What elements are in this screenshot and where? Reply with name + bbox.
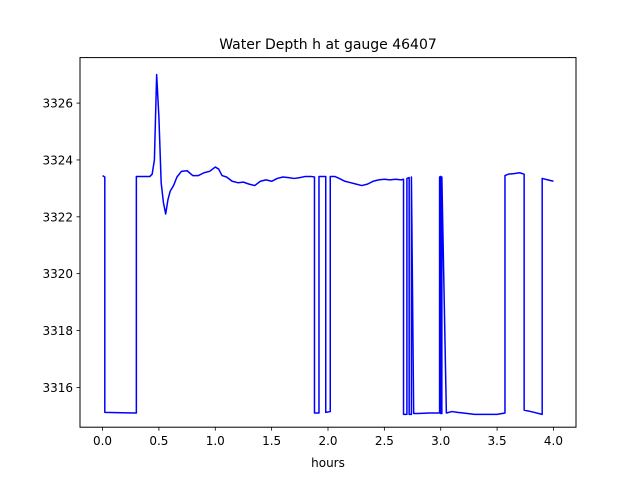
plot-frame bbox=[79, 57, 577, 428]
x-tick-label: 3.0 bbox=[431, 434, 450, 448]
x-tick-label: 1.5 bbox=[262, 434, 281, 448]
y-tick-label: 3326 bbox=[42, 97, 73, 111]
x-tick-label: 1.0 bbox=[206, 434, 225, 448]
x-tick-label: 0.0 bbox=[93, 434, 112, 448]
y-tick-label: 3324 bbox=[42, 153, 73, 167]
x-tick-label: 4.0 bbox=[544, 434, 563, 448]
x-tick-label: 3.5 bbox=[488, 434, 507, 448]
y-tick-label: 3318 bbox=[42, 324, 73, 338]
x-axis-label: hours bbox=[311, 456, 345, 470]
series-line-0 bbox=[102, 73, 554, 416]
chart-title: Water Depth h at gauge 46407 bbox=[219, 37, 437, 53]
y-tick-label: 3322 bbox=[42, 210, 73, 224]
y-tick-label: 3316 bbox=[42, 381, 73, 395]
x-tick-label: 0.5 bbox=[149, 434, 168, 448]
x-tick-label: 2.5 bbox=[375, 434, 394, 448]
y-tick-label: 3320 bbox=[42, 267, 73, 281]
y-axis: 3316 3318 3320 3322 3324 3326 bbox=[42, 97, 80, 395]
x-axis: 0.0 0.5 1.0 1.5 2.0 2.5 3.0 3.5 4.0 bbox=[93, 427, 563, 448]
plot-lines bbox=[102, 73, 554, 416]
x-tick-label: 2.0 bbox=[318, 434, 337, 448]
